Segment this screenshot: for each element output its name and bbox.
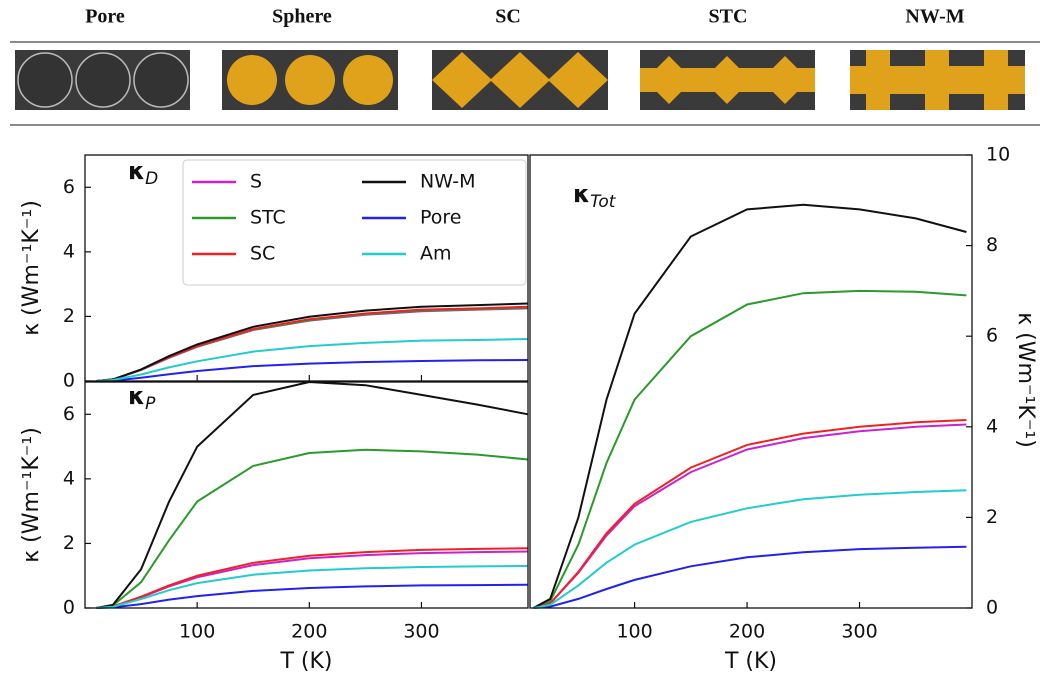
x-tick-label: 100 [616, 621, 652, 643]
plot-frame [84, 381, 529, 609]
y-axis-label: κ (Wm⁻¹K⁻¹) [19, 427, 44, 563]
series-line [96, 380, 529, 609]
y-tick-label: 2 [63, 532, 75, 554]
legend-label: NW-M [420, 171, 475, 193]
y-axis-label: κ (Wm⁻¹K⁻¹) [19, 200, 44, 336]
series-line [532, 203, 967, 609]
y-tick-label: 4 [986, 415, 998, 437]
legend-label: Am [420, 243, 452, 265]
plot-frame [529, 154, 973, 609]
y-tick-label: 10 [986, 144, 1010, 166]
x-axis-label: T (K) [279, 649, 332, 674]
annotation-symbol: κ [573, 180, 590, 208]
series-line [96, 359, 529, 382]
series-line [96, 550, 529, 609]
series-line [96, 583, 529, 609]
structure-header [10, 41, 1040, 126]
x-tick-label: 300 [403, 621, 439, 643]
panel-annotation: κP [128, 382, 156, 414]
x-tick-label: 100 [179, 621, 215, 643]
annotation-subscript: Tot [590, 192, 617, 212]
structure-label: SC [495, 6, 521, 28]
x-tick-label: 300 [841, 621, 877, 643]
legend-label: SC [250, 243, 275, 265]
y-tick-label: 4 [63, 240, 75, 262]
legend-box [182, 159, 527, 286]
y-axis-label: κ (Wm⁻¹K⁻¹) [1013, 312, 1038, 448]
series-line [96, 547, 529, 609]
y-tick-label: 0 [63, 370, 75, 392]
series-line [96, 302, 529, 382]
y-tick-label: 2 [986, 506, 998, 528]
series-line [533, 419, 967, 609]
x-tick-label: 200 [729, 621, 765, 643]
series-line [96, 565, 529, 609]
y-tick-label: 0 [63, 597, 75, 619]
series-line [533, 489, 967, 609]
y-tick-label: 0 [986, 597, 998, 619]
series-line [96, 338, 529, 382]
x-axis-label: T (K) [724, 649, 777, 674]
sphere-image [222, 50, 398, 110]
annotation-symbol: κ [128, 382, 145, 410]
legend-label: Pore [420, 207, 462, 229]
plot-frame [84, 154, 529, 382]
annotation-subscript: P [145, 394, 156, 414]
annotation-subscript: D [145, 169, 158, 189]
sc-image [432, 50, 608, 110]
legend: S STC SC NW-M Pore Am [182, 159, 527, 286]
nwm-image [850, 50, 1025, 110]
annotation-symbol: κ [128, 157, 145, 185]
y-tick-label: 4 [63, 467, 75, 489]
y-tick-label: 6 [63, 176, 75, 198]
y-tick-label: 8 [986, 234, 998, 256]
stc-image [640, 50, 815, 110]
panel-annotation: κD [128, 157, 158, 189]
series-line [533, 545, 967, 609]
pore-image [15, 50, 190, 110]
y-tick-label: 2 [63, 305, 75, 327]
series-line [533, 289, 967, 609]
legend-label: STC [250, 207, 286, 229]
x-tick-label: 200 [291, 621, 327, 643]
series-line [96, 448, 529, 609]
y-tick-label: 6 [63, 403, 75, 425]
y-tick-label: 6 [986, 325, 998, 347]
structure-label: Sphere [272, 6, 332, 28]
structure-label: Pore [85, 6, 125, 28]
panel-annotation: κTot [573, 180, 617, 212]
structure-label: STC [709, 6, 748, 28]
series-line [533, 423, 967, 609]
legend-label: S [250, 171, 262, 193]
structure-label: NW-M [905, 6, 964, 28]
